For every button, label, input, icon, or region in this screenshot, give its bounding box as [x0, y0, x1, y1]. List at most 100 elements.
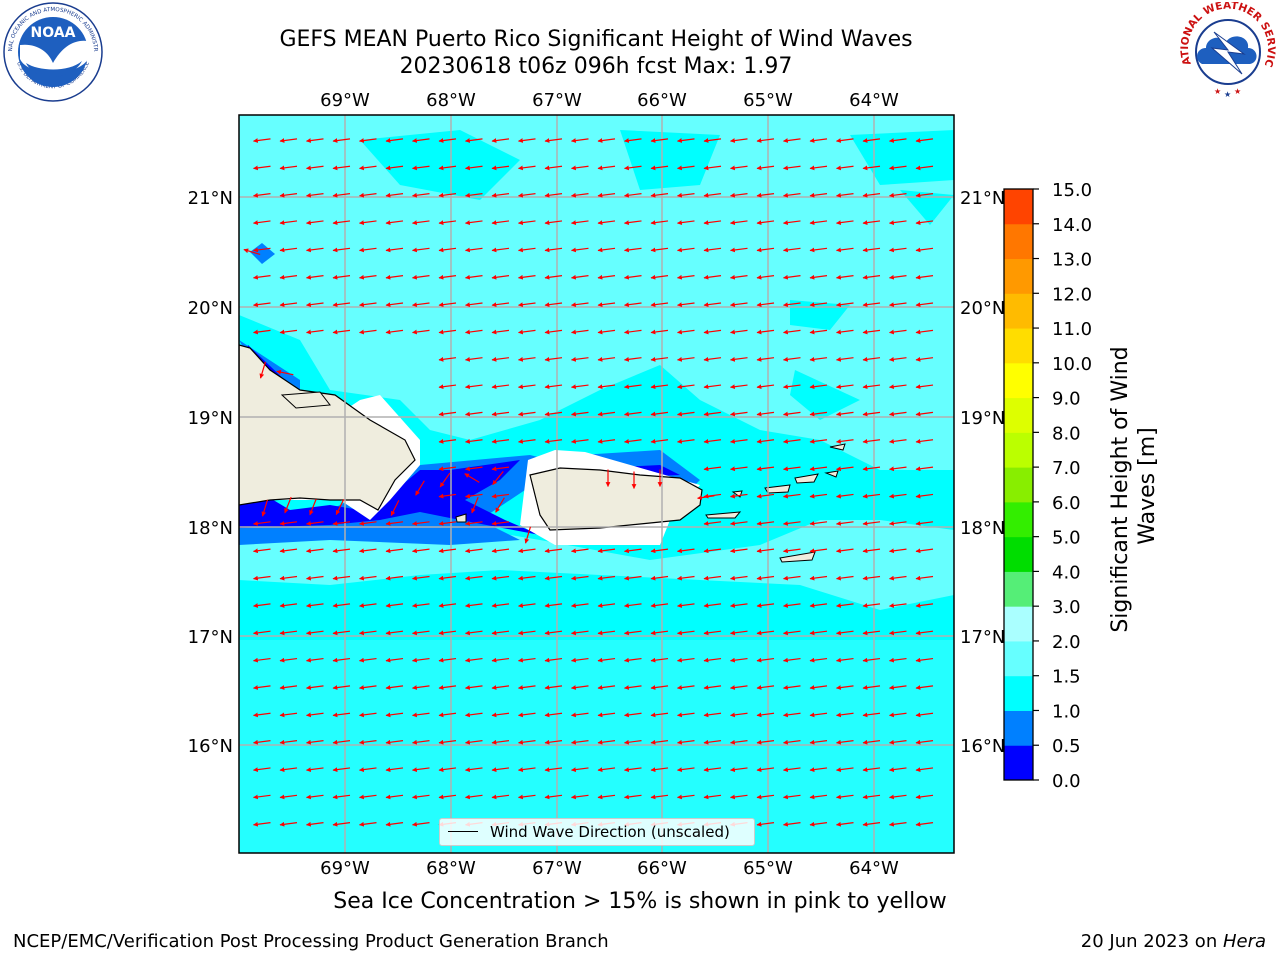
wind-arrow	[650, 548, 669, 554]
wind-arrow	[571, 247, 589, 253]
wind-arrow	[306, 548, 324, 554]
wind-arrow	[677, 220, 695, 225]
wind-arrow	[756, 630, 775, 636]
wind-arrow	[253, 220, 271, 225]
wind-arrow	[915, 192, 934, 198]
wind-arrow	[332, 739, 351, 745]
wind-arrow	[518, 712, 536, 718]
wind-arrow	[491, 657, 510, 663]
wind-arrow	[438, 138, 457, 143]
wind-arrow	[730, 685, 748, 690]
wind-arrow	[438, 411, 457, 417]
wind-arrow	[279, 247, 298, 253]
wind-arrow	[491, 685, 510, 690]
wind-arrow	[597, 630, 616, 636]
wind-arrow	[385, 521, 404, 526]
lon-label-top: 66°W	[637, 90, 687, 111]
wind-arrow	[385, 165, 404, 171]
wind-arrow	[332, 165, 351, 171]
wind-arrow	[915, 356, 934, 362]
wind-arrow	[836, 356, 854, 362]
wind-arrow	[385, 739, 404, 745]
wind-arrow	[438, 575, 457, 581]
wind-arrow	[809, 521, 828, 526]
wind-arrow	[279, 548, 298, 554]
footer-date-text: 20 Jun 2023 on	[1080, 931, 1223, 952]
wind-arrow	[889, 247, 907, 253]
wind-arrow	[332, 274, 351, 280]
wind-arrow	[677, 247, 695, 253]
wind-arrow	[465, 411, 483, 417]
wind-arrow	[544, 548, 563, 554]
wind-arrow	[518, 548, 536, 554]
wind-arrow	[259, 361, 267, 379]
wind-arrow	[624, 302, 642, 308]
wind-arrow	[544, 794, 563, 800]
wind-arrow	[677, 192, 695, 198]
wind-arrow	[730, 712, 748, 718]
wind-arrow	[756, 384, 775, 390]
wind-arrow	[809, 439, 828, 444]
wind-arrow	[465, 356, 483, 362]
wind-arrow	[465, 192, 483, 198]
colorbar-cell	[1004, 397, 1033, 433]
wind-arrow	[756, 521, 775, 526]
colorbar-cell	[1004, 467, 1033, 503]
wind-arrow	[438, 274, 457, 280]
wind-arrow	[862, 466, 881, 472]
wind-arrow	[597, 411, 616, 417]
wind-arrow	[862, 739, 881, 745]
wind-arrow	[385, 247, 404, 253]
wind-arrow	[730, 302, 748, 308]
wind-arrow	[306, 220, 324, 225]
wind-arrow	[624, 220, 642, 225]
wind-arrow	[677, 548, 695, 554]
wind-arrow	[465, 657, 483, 663]
colorbar-tick-label: 5.0	[1052, 528, 1081, 549]
wind-arrow	[650, 657, 669, 663]
wind-arrow	[889, 302, 907, 308]
noaa-logo-text: NOAA	[31, 25, 76, 41]
wind-arrow	[703, 384, 722, 390]
wind-arrow	[491, 356, 510, 362]
wind-arrow	[438, 220, 457, 225]
wind-arrow	[597, 274, 616, 280]
wind-arrow	[756, 685, 775, 690]
wind-arrow	[491, 767, 510, 772]
colorbar-tick-label: 4.0	[1052, 562, 1081, 583]
wind-arrow	[491, 329, 510, 335]
wind-arrow	[279, 575, 298, 581]
wind-arrow	[491, 192, 510, 198]
wind-arrow	[650, 192, 669, 198]
wind-arrow	[359, 630, 377, 636]
wind-arrow	[650, 575, 669, 581]
wind-arrow	[544, 767, 563, 772]
wind-arrow	[809, 548, 828, 554]
wind-arrow	[703, 603, 722, 608]
wind-arrow	[783, 247, 801, 253]
colorbar-cell	[1004, 536, 1033, 572]
colorbar-tick-label: 0.0	[1052, 771, 1081, 792]
wind-arrow	[306, 302, 324, 308]
wind-arrow	[359, 165, 377, 171]
wind-arrow	[730, 274, 748, 280]
wind-arrow	[624, 630, 642, 636]
wind-arrow	[677, 411, 695, 417]
wind-arrow	[677, 575, 695, 581]
wind-arrow	[677, 657, 695, 663]
wind-arrow	[518, 739, 536, 745]
wind-arrow	[650, 439, 669, 444]
wind-arrow	[544, 439, 563, 444]
wind-arrow	[385, 138, 404, 143]
wind-arrow	[412, 274, 430, 280]
wind-arrow	[836, 548, 854, 554]
wind-arrow	[385, 603, 404, 608]
wind-arrow	[518, 794, 536, 800]
colorbar-cell	[1004, 640, 1033, 677]
wind-arrow	[703, 466, 722, 472]
map-field	[239, 115, 954, 853]
colorbar-tick-label: 6.0	[1052, 493, 1081, 514]
wind-arrow	[756, 411, 775, 417]
wind-arrow	[862, 247, 881, 253]
wind-arrow	[359, 575, 377, 581]
